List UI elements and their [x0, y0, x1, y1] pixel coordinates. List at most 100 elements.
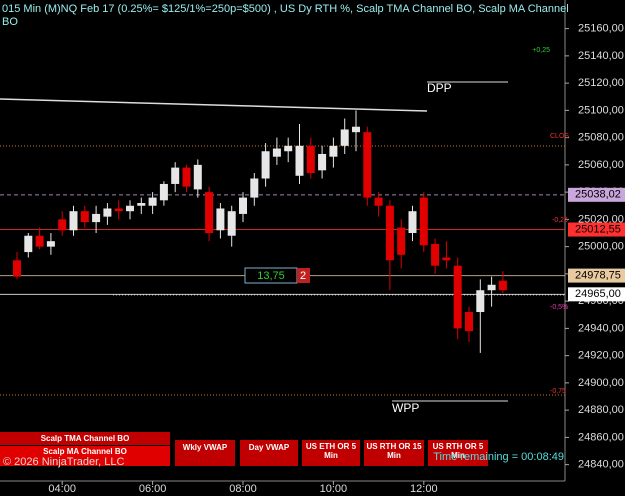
y-tick-label: 24880,00	[578, 404, 624, 416]
candle-body	[35, 235, 44, 247]
y-tick-label: 25060,00	[578, 159, 624, 171]
button[interactable]	[0, 432, 170, 445]
level-label: 25012,55	[575, 223, 621, 235]
candle-body	[148, 197, 157, 206]
candle-body	[239, 197, 247, 214]
candle-body	[385, 205, 394, 261]
button-label: Day VWAP	[249, 443, 290, 452]
candle-body	[46, 241, 55, 247]
button-label: US ETH OR 5 Min	[305, 442, 357, 460]
candle-body	[329, 145, 338, 157]
dpp-label: DPP	[427, 81, 452, 95]
chart-title: 015 Min (M)NQ Feb 17 (0.25%= $125/1%=250…	[2, 3, 569, 15]
button-label-box: US ETH OR 5 Min	[305, 442, 357, 460]
trend-line	[0, 98, 428, 112]
position-qty-box[interactable]	[297, 268, 310, 283]
candle-body	[80, 211, 89, 223]
y-tick-label: 25080,00	[578, 132, 624, 144]
candle-body	[261, 151, 270, 179]
wpp-label: WPP	[392, 401, 419, 415]
candle-body	[419, 197, 428, 246]
annotation: -0,25	[552, 217, 568, 224]
button[interactable]	[428, 440, 488, 466]
y-tick-label: 24940,00	[578, 322, 624, 334]
x-tick-label: 12:00	[410, 483, 438, 495]
x-tick-label: 10:00	[320, 483, 348, 495]
x-tick-label: 08:00	[229, 483, 257, 495]
candle-body	[227, 211, 236, 236]
candle-body	[205, 192, 214, 234]
level-label-box	[568, 287, 625, 302]
candle-body	[171, 167, 180, 184]
candle-body	[340, 129, 349, 146]
y-tick-label: 25120,00	[578, 77, 624, 89]
y-tick-label: 24900,00	[578, 377, 624, 389]
button-label-box: US RTH OR 15 Min	[366, 442, 422, 460]
level-label-box	[568, 187, 625, 202]
button[interactable]	[175, 440, 235, 466]
candle-body	[126, 205, 134, 212]
candle-body	[363, 132, 372, 198]
candle-body	[442, 257, 451, 261]
button-label: Scalp TMA Channel BO	[41, 434, 130, 443]
candle-body	[431, 243, 440, 266]
y-tick-label: 24920,00	[578, 350, 624, 362]
candle-body	[92, 213, 101, 223]
copyright: © 2026 NinjaTrader, LLC	[3, 456, 124, 468]
candle-body	[318, 153, 327, 171]
y-tick-label: 25000,00	[578, 241, 624, 253]
level-label: 24978,75	[575, 269, 621, 281]
x-tick-label: 06:00	[139, 483, 167, 495]
button-label-box: US RTH OR 5 Min	[433, 442, 484, 460]
candle-body	[159, 183, 168, 201]
candle-body	[453, 265, 462, 329]
candle-body	[408, 211, 417, 234]
candle-body	[397, 227, 406, 255]
candle-body	[295, 145, 304, 176]
candle-body	[352, 126, 360, 133]
button[interactable]	[0, 446, 170, 466]
chart-subtitle: BO	[2, 16, 18, 28]
candle-body	[58, 219, 67, 231]
candle-body	[193, 164, 202, 190]
candle-body	[306, 145, 315, 174]
candle-body	[465, 312, 473, 332]
candle-body	[103, 208, 112, 217]
y-tick-label: 25100,00	[578, 104, 624, 116]
candle-body	[487, 284, 496, 291]
button-label: Wkly VWAP	[183, 443, 228, 452]
candle-body	[250, 178, 259, 198]
level-label-box	[568, 268, 625, 283]
candle-body	[13, 260, 21, 277]
candle-body	[69, 211, 78, 231]
candle-body	[476, 290, 485, 313]
annotation: CLOS	[550, 133, 569, 140]
candle-body	[137, 203, 146, 206]
button-label: US RTH OR 15 Min	[366, 442, 422, 460]
y-tick-label: 24840,00	[578, 459, 624, 471]
button[interactable]	[364, 440, 424, 466]
button[interactable]	[240, 440, 298, 466]
candle-body	[272, 148, 281, 157]
candle-body	[216, 208, 225, 231]
candle-body	[114, 208, 123, 212]
candle-body	[182, 167, 191, 187]
annotation: +0,25	[532, 47, 550, 54]
annotation: -0,75	[550, 388, 566, 395]
position-qty: 2	[300, 270, 306, 282]
button[interactable]	[302, 440, 360, 466]
button-label: Scalp MA Channel BO	[43, 447, 127, 456]
y-tick-label: 25160,00	[578, 23, 624, 35]
level-label-box	[568, 222, 625, 237]
position-pnl: 13,75	[257, 270, 285, 282]
annotation: -0,5%	[550, 304, 568, 311]
candle-body	[498, 280, 507, 291]
y-tick-label: 24860,00	[578, 431, 624, 443]
candle-body	[24, 235, 33, 253]
candle-body	[284, 145, 293, 152]
x-tick-label: 04:00	[48, 483, 76, 495]
y-tick-label: 25140,00	[578, 50, 624, 62]
candle-body	[374, 197, 383, 206]
